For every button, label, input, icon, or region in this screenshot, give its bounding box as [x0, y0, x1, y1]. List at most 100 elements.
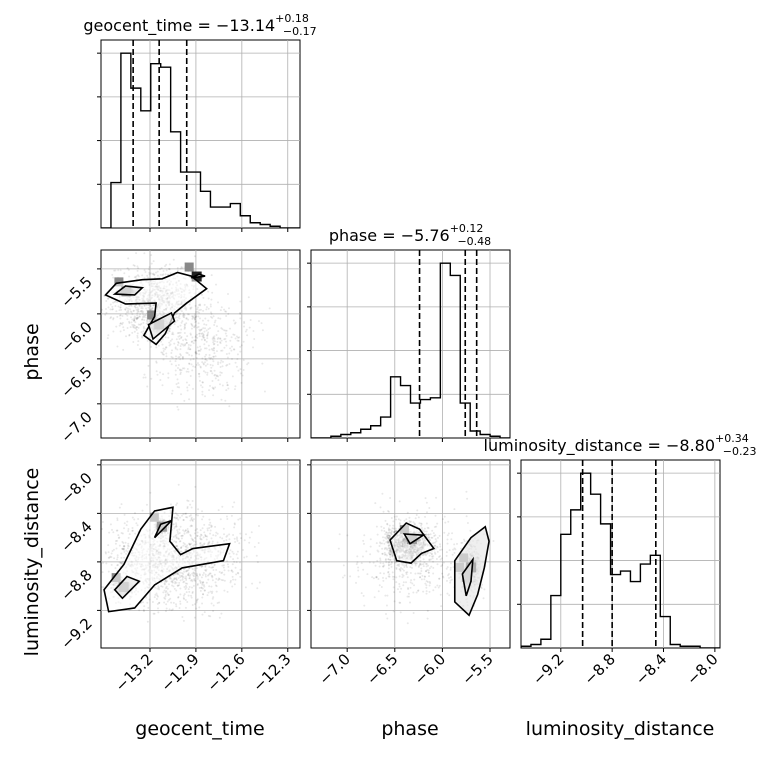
sample-point [196, 576, 199, 579]
axes-frame [520, 459, 721, 649]
sample-point [189, 543, 192, 546]
sample-point [207, 328, 210, 331]
sample-point [235, 561, 238, 564]
sample-point [212, 337, 215, 340]
sample-point [193, 603, 196, 606]
sample-point [185, 341, 188, 344]
sample-point [184, 305, 187, 308]
sample-point [148, 271, 151, 274]
sample-point [193, 325, 196, 328]
sample-point [202, 336, 205, 339]
sample-point [202, 335, 205, 338]
sample-point [191, 499, 194, 502]
sample-point [142, 376, 145, 379]
sample-point [165, 585, 168, 588]
sample-point [198, 328, 201, 331]
sample-point [194, 336, 197, 339]
sample-point [250, 531, 253, 534]
sample-point [201, 381, 204, 384]
sample-point [234, 566, 237, 569]
sample-point [181, 615, 184, 618]
sample-point [191, 568, 194, 571]
sample-point [204, 569, 207, 572]
sample-point [208, 523, 211, 526]
sample-point [168, 341, 171, 344]
sample-point [171, 333, 174, 336]
sample-point [176, 573, 179, 576]
sample-point [172, 578, 175, 581]
sample-point [200, 332, 203, 335]
sample-point [108, 556, 111, 559]
sample-point [136, 336, 139, 339]
sample-point [180, 310, 183, 313]
sample-point [215, 585, 218, 588]
sample-point [176, 386, 179, 389]
sample-point [173, 342, 176, 345]
sample-point [222, 539, 225, 542]
sample-point [98, 549, 100, 551]
sample-point [191, 519, 194, 522]
sample-point [147, 606, 150, 609]
sample-point [189, 533, 192, 536]
sample-point [198, 317, 201, 320]
sample-point [117, 305, 120, 308]
sample-point [143, 305, 146, 308]
sample-point [184, 577, 187, 580]
sample-point [172, 601, 175, 604]
sample-point [202, 581, 205, 584]
sample-point [194, 485, 197, 488]
sample-point [130, 316, 133, 319]
sample-point [172, 535, 175, 538]
sample-point [183, 399, 186, 402]
sample-point [182, 594, 185, 597]
sample-point [216, 532, 219, 535]
sample-point [248, 541, 251, 544]
sample-point [199, 537, 202, 540]
sample-point [119, 317, 122, 320]
histogram-geocent_time [101, 52, 300, 228]
sample-point [214, 319, 217, 322]
sample-point [127, 309, 130, 312]
sample-point [389, 551, 392, 554]
sample-point [134, 305, 137, 308]
sample-point [203, 338, 206, 341]
sample-point [185, 586, 188, 589]
sample-point [171, 338, 174, 341]
sample-point [198, 335, 201, 338]
sample-point [202, 296, 205, 299]
sample-point [182, 518, 185, 521]
sample-point [183, 543, 186, 546]
sample-point [153, 273, 156, 276]
sample-point [177, 483, 180, 486]
sample-point [128, 334, 131, 337]
sample-point [201, 386, 204, 389]
sample-point [221, 328, 224, 331]
sample-point [256, 561, 259, 564]
sample-point [253, 545, 256, 548]
sample-point [189, 306, 192, 309]
sample-point [204, 358, 207, 361]
sample-point [202, 333, 205, 336]
sample-point [135, 326, 138, 329]
sample-point [239, 300, 242, 303]
sample-point [133, 318, 136, 321]
sample-point [218, 616, 221, 619]
sample-point [179, 571, 182, 574]
sample-point [229, 579, 232, 582]
sample-point [132, 310, 135, 313]
sample-point [177, 514, 180, 517]
axes-frames [100, 39, 721, 649]
sample-point [191, 324, 194, 327]
sample-point [113, 557, 116, 560]
sample-point [201, 393, 204, 396]
sample-point [130, 304, 133, 307]
sample-point [182, 519, 185, 522]
sample-point [249, 319, 252, 322]
axes-frame [100, 249, 301, 439]
sample-point [207, 543, 210, 546]
sample-point [209, 369, 212, 372]
sample-point [146, 274, 149, 277]
sample-point [183, 314, 186, 317]
sample-point [199, 329, 202, 332]
sample-point [202, 536, 205, 539]
